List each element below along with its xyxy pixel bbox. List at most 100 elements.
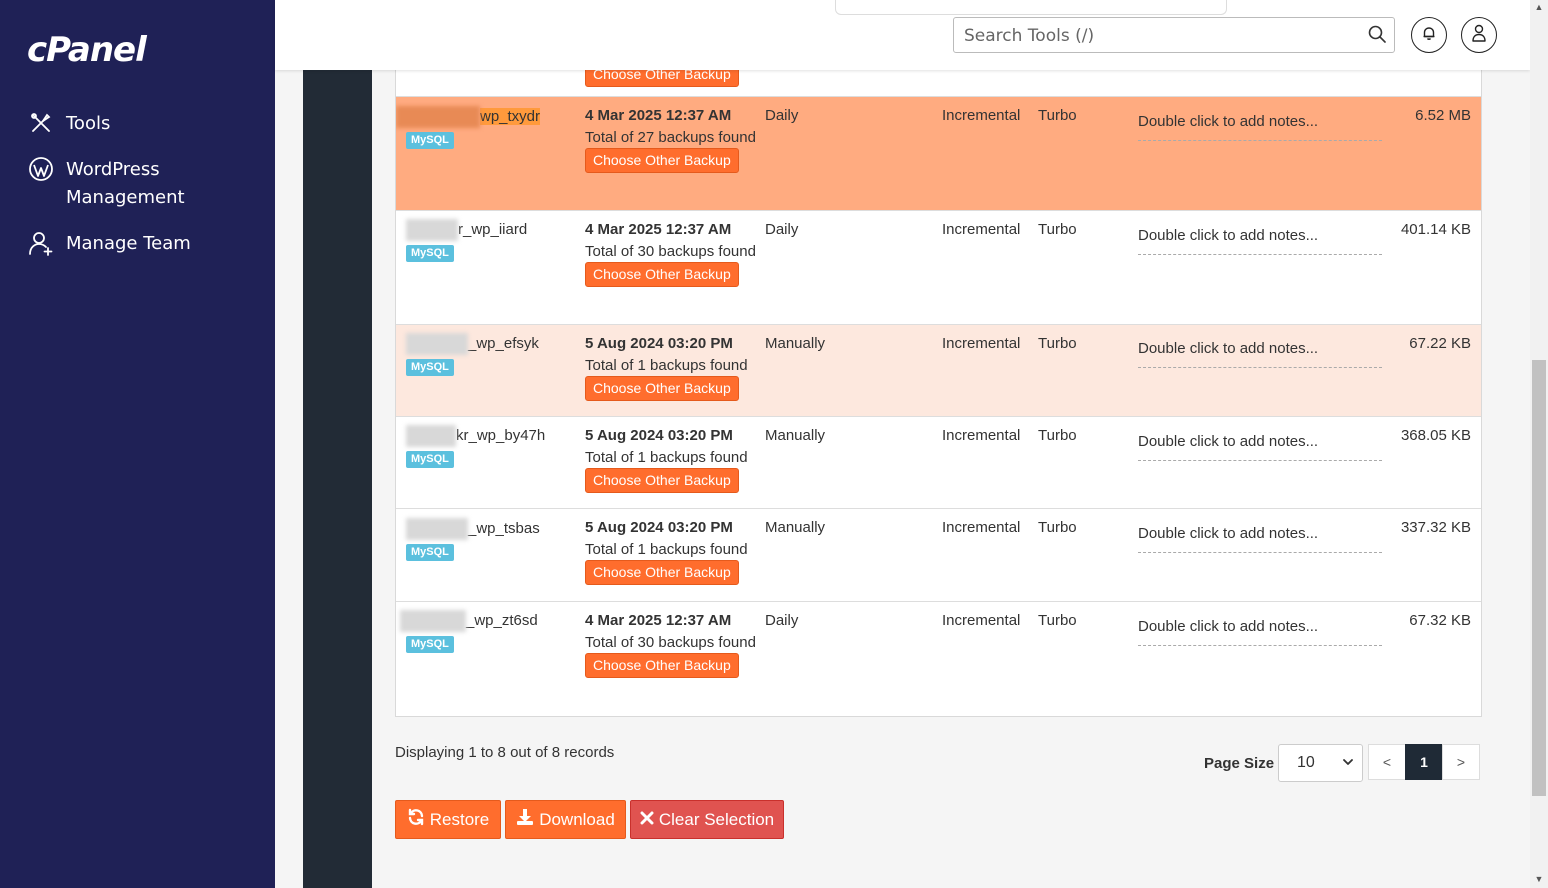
backup-date: 4 Mar 2025 12:37 AM bbox=[585, 612, 732, 629]
download-button[interactable]: Download bbox=[505, 800, 626, 839]
backup-date: 5 Aug 2024 03:20 PM bbox=[585, 335, 733, 352]
clear-selection-button[interactable]: Clear Selection bbox=[630, 800, 784, 839]
backup-type: Incremental bbox=[942, 221, 1021, 238]
table-row[interactable]: _wp_zt6sd MySQL 4 Mar 2025 12:37 AM Tota… bbox=[396, 602, 1481, 716]
db-name: kr_wp_by47h bbox=[456, 427, 546, 444]
db-name-cell: _wp_tsbas MySQL bbox=[406, 518, 576, 562]
content-left-strip bbox=[303, 70, 372, 888]
redacted-block bbox=[406, 219, 458, 241]
backup-date-cell: 5 Aug 2024 03:20 PM Total of 1 backups f… bbox=[585, 333, 757, 401]
bell-icon bbox=[1421, 25, 1437, 46]
backup-date: 5 Aug 2024 03:20 PM bbox=[585, 427, 733, 444]
backup-type: Incremental bbox=[942, 107, 1021, 124]
page-size-label: Page Size bbox=[1204, 755, 1275, 772]
backup-engine: Turbo bbox=[1038, 612, 1077, 629]
backup-count: Total of 1 backups found bbox=[585, 448, 748, 466]
dropdown-panel-edge bbox=[835, 0, 1227, 15]
restore-button[interactable]: Restore bbox=[395, 800, 501, 839]
notes-field[interactable]: Double click to add notes... bbox=[1138, 225, 1382, 255]
frequency: Manually bbox=[765, 519, 826, 536]
sidebar-item-label: Manage Team bbox=[66, 233, 191, 254]
chevron-down-icon bbox=[1342, 745, 1354, 795]
choose-other-backup-button[interactable]: Choose Other Backup bbox=[585, 148, 739, 173]
notes-field[interactable]: Double click to add notes... bbox=[1138, 616, 1382, 646]
choose-other-backup-button[interactable]: Choose Other Backup bbox=[585, 560, 739, 585]
clear-selection-label: Clear Selection bbox=[658, 809, 775, 829]
choose-other-backup-button[interactable]: Choose Other Backup bbox=[585, 468, 739, 493]
mysql-badge: MySQL bbox=[406, 636, 454, 653]
close-icon bbox=[640, 810, 654, 830]
choose-other-backup-button[interactable]: Choose Other Backup bbox=[585, 70, 739, 87]
redacted-block bbox=[406, 518, 468, 540]
next-page-button[interactable]: > bbox=[1442, 744, 1480, 780]
sidebar-item-tools[interactable]: Tools bbox=[28, 110, 110, 138]
db-name: _wp_efsyk bbox=[468, 335, 539, 352]
table-row[interactable]: r_wp_iiard MySQL 4 Mar 2025 12:37 AM Tot… bbox=[396, 211, 1481, 325]
notes-field[interactable]: Double click to add notes... bbox=[1138, 111, 1382, 141]
redacted-block bbox=[406, 333, 468, 355]
choose-other-backup-button[interactable]: Choose Other Backup bbox=[585, 376, 739, 401]
backup-count: Total of 30 backups found bbox=[585, 633, 756, 651]
table-row[interactable]: _wp_tsbas MySQL 5 Aug 2024 03:20 PM Tota… bbox=[396, 509, 1481, 602]
sidebar-item-manage-team[interactable]: Manage Team bbox=[28, 230, 191, 258]
backup-date: 4 Mar 2025 12:37 AM bbox=[585, 221, 732, 238]
scroll-up-arrow-icon[interactable]: ▲ bbox=[1534, 2, 1544, 12]
db-name: _wp_zt6sd bbox=[466, 612, 538, 629]
table-row-partial[interactable]: Choose Other Backup bbox=[396, 70, 1481, 97]
mysql-badge: MySQL bbox=[406, 544, 454, 561]
choose-other-backup-button[interactable]: Choose Other Backup bbox=[585, 262, 739, 287]
mysql-badge: MySQL bbox=[406, 245, 454, 262]
backup-date-cell: 4 Mar 2025 12:37 AM Total of 30 backups … bbox=[585, 219, 757, 287]
notifications-button[interactable] bbox=[1411, 17, 1447, 53]
notes-field[interactable]: Double click to add notes... bbox=[1138, 523, 1382, 553]
mysql-badge: MySQL bbox=[406, 451, 454, 468]
backup-size: 337.32 KB bbox=[1400, 519, 1471, 536]
redacted-block bbox=[396, 106, 480, 128]
frequency: Manually bbox=[765, 335, 826, 352]
backup-size: 401.14 KB bbox=[1400, 221, 1471, 238]
download-label: Download bbox=[539, 809, 615, 829]
choose-other-backup-button[interactable]: Choose Other Backup bbox=[585, 653, 739, 678]
user-icon bbox=[1471, 24, 1487, 47]
backup-engine: Turbo bbox=[1038, 107, 1077, 124]
db-name-cell: kr_wp_by47h MySQL bbox=[406, 425, 576, 469]
search-box[interactable] bbox=[953, 17, 1395, 53]
frequency: Daily bbox=[765, 221, 799, 238]
page-size-value: 10 bbox=[1297, 754, 1315, 771]
backup-type: Incremental bbox=[942, 612, 1021, 629]
backup-date: 4 Mar 2025 12:37 AM bbox=[585, 107, 732, 124]
db-name: wp_txydr bbox=[480, 108, 541, 125]
mysql-badge: MySQL bbox=[406, 359, 454, 376]
prev-page-button[interactable]: < bbox=[1368, 744, 1406, 780]
cpanel-logo[interactable]: cPanel bbox=[27, 30, 147, 70]
db-name-cell: _wp_zt6sd MySQL bbox=[400, 610, 576, 654]
backup-engine: Turbo bbox=[1038, 335, 1077, 352]
backup-engine: Turbo bbox=[1038, 427, 1077, 444]
notes-field[interactable]: Double click to add notes... bbox=[1138, 431, 1382, 461]
scrollbar-thumb[interactable] bbox=[1532, 360, 1546, 796]
backup-date-cell: 4 Mar 2025 12:37 AM Total of 27 backups … bbox=[585, 105, 757, 173]
backup-count: Total of 1 backups found bbox=[585, 356, 748, 374]
notes-field[interactable]: Double click to add notes... bbox=[1138, 338, 1382, 368]
table-row[interactable]: wp_txydr MySQL 4 Mar 2025 12:37 AM Total… bbox=[396, 97, 1481, 211]
frequency: Manually bbox=[765, 427, 826, 444]
sidebar-item-label: Tools bbox=[66, 113, 111, 134]
backup-count: Total of 1 backups found bbox=[585, 540, 748, 558]
db-name-cell: _wp_efsyk MySQL bbox=[406, 333, 576, 377]
search-input[interactable] bbox=[962, 24, 1366, 48]
user-menu-button[interactable] bbox=[1461, 17, 1497, 53]
table-row[interactable]: _wp_efsyk MySQL 5 Aug 2024 03:20 PM Tota… bbox=[396, 325, 1481, 417]
tools-icon bbox=[28, 110, 54, 136]
sidebar-item-wordpress-management[interactable]: WordPress Management bbox=[28, 156, 206, 212]
frequency: Daily bbox=[765, 107, 799, 124]
page-size-select[interactable]: 10 bbox=[1278, 744, 1363, 782]
backup-type: Incremental bbox=[942, 427, 1021, 444]
page-1-button[interactable]: 1 bbox=[1405, 744, 1443, 780]
table-row[interactable]: kr_wp_by47h MySQL 5 Aug 2024 03:20 PM To… bbox=[396, 417, 1481, 509]
backup-type: Incremental bbox=[942, 519, 1021, 536]
frequency: Daily bbox=[765, 612, 799, 629]
scroll-down-arrow-icon[interactable]: ▼ bbox=[1534, 874, 1544, 884]
redacted-block bbox=[406, 425, 456, 447]
search-icon[interactable] bbox=[1368, 25, 1386, 48]
backup-date-cell: 5 Aug 2024 03:20 PM Total of 1 backups f… bbox=[585, 517, 757, 585]
